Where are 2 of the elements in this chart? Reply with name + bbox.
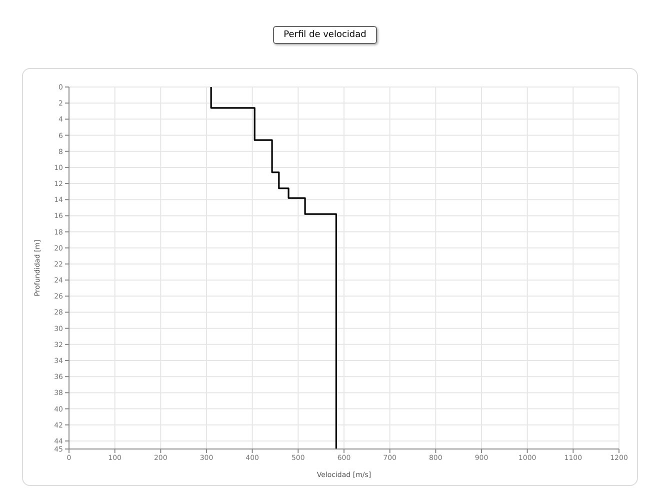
chart-title: Perfil de velocidad <box>272 26 378 44</box>
line-series <box>210 87 338 449</box>
